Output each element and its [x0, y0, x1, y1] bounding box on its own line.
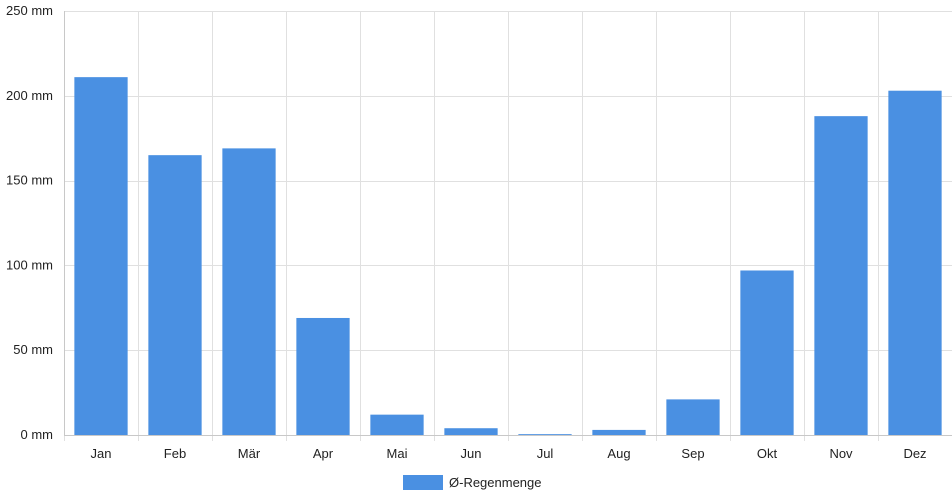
x-tick-label: Mär — [238, 446, 261, 461]
bar-dez[interactable] — [888, 90, 942, 435]
y-tick-label: 150 mm — [6, 173, 53, 188]
x-tick-label: Jun — [461, 446, 482, 461]
bar-nov[interactable] — [814, 116, 868, 435]
x-tick-label: Nov — [829, 446, 853, 461]
bar-jun[interactable] — [444, 428, 498, 435]
legend-label-regenmenge: Ø-Regenmenge — [449, 475, 542, 490]
x-tick-label: Dez — [903, 446, 926, 461]
bar-apr[interactable] — [296, 317, 350, 435]
y-tick-label: 250 mm — [6, 3, 53, 18]
chart-grid — [64, 11, 952, 441]
x-tick-label: Feb — [164, 446, 186, 461]
bar-okt[interactable] — [740, 270, 794, 435]
y-tick-label: 200 mm — [6, 88, 53, 103]
legend-swatch — [403, 475, 443, 490]
y-tick-label: 0 mm — [21, 427, 54, 442]
x-tick-label: Okt — [757, 446, 778, 461]
bar-jan[interactable] — [74, 77, 128, 436]
y-tick-label: 50 mm — [13, 342, 53, 357]
chart-bars — [74, 77, 942, 436]
x-tick-label: Jul — [537, 446, 554, 461]
x-tick-label: Mai — [387, 446, 408, 461]
y-tick-label: 100 mm — [6, 257, 53, 272]
bar-jul[interactable] — [518, 434, 572, 435]
bar-aug[interactable] — [592, 429, 646, 435]
bar-mär[interactable] — [222, 148, 276, 435]
chart-legend[interactable]: Ø-Regenmenge — [403, 475, 542, 490]
bar-feb[interactable] — [148, 155, 202, 435]
x-tick-label: Apr — [313, 446, 334, 461]
bar-sep[interactable] — [666, 399, 720, 435]
x-axis: Jan Feb Mär Apr Mai Jun Jul Aug Sep Okt Nov Dez — [64, 435, 952, 461]
bar-mai[interactable] — [370, 414, 424, 435]
x-tick-label: Sep — [681, 446, 704, 461]
y-axis: 0 mm 50 mm 100 mm 150 mm 200 mm 250 mm — [6, 3, 65, 442]
x-tick-label: Jan — [91, 446, 112, 461]
x-tick-label: Aug — [607, 446, 630, 461]
